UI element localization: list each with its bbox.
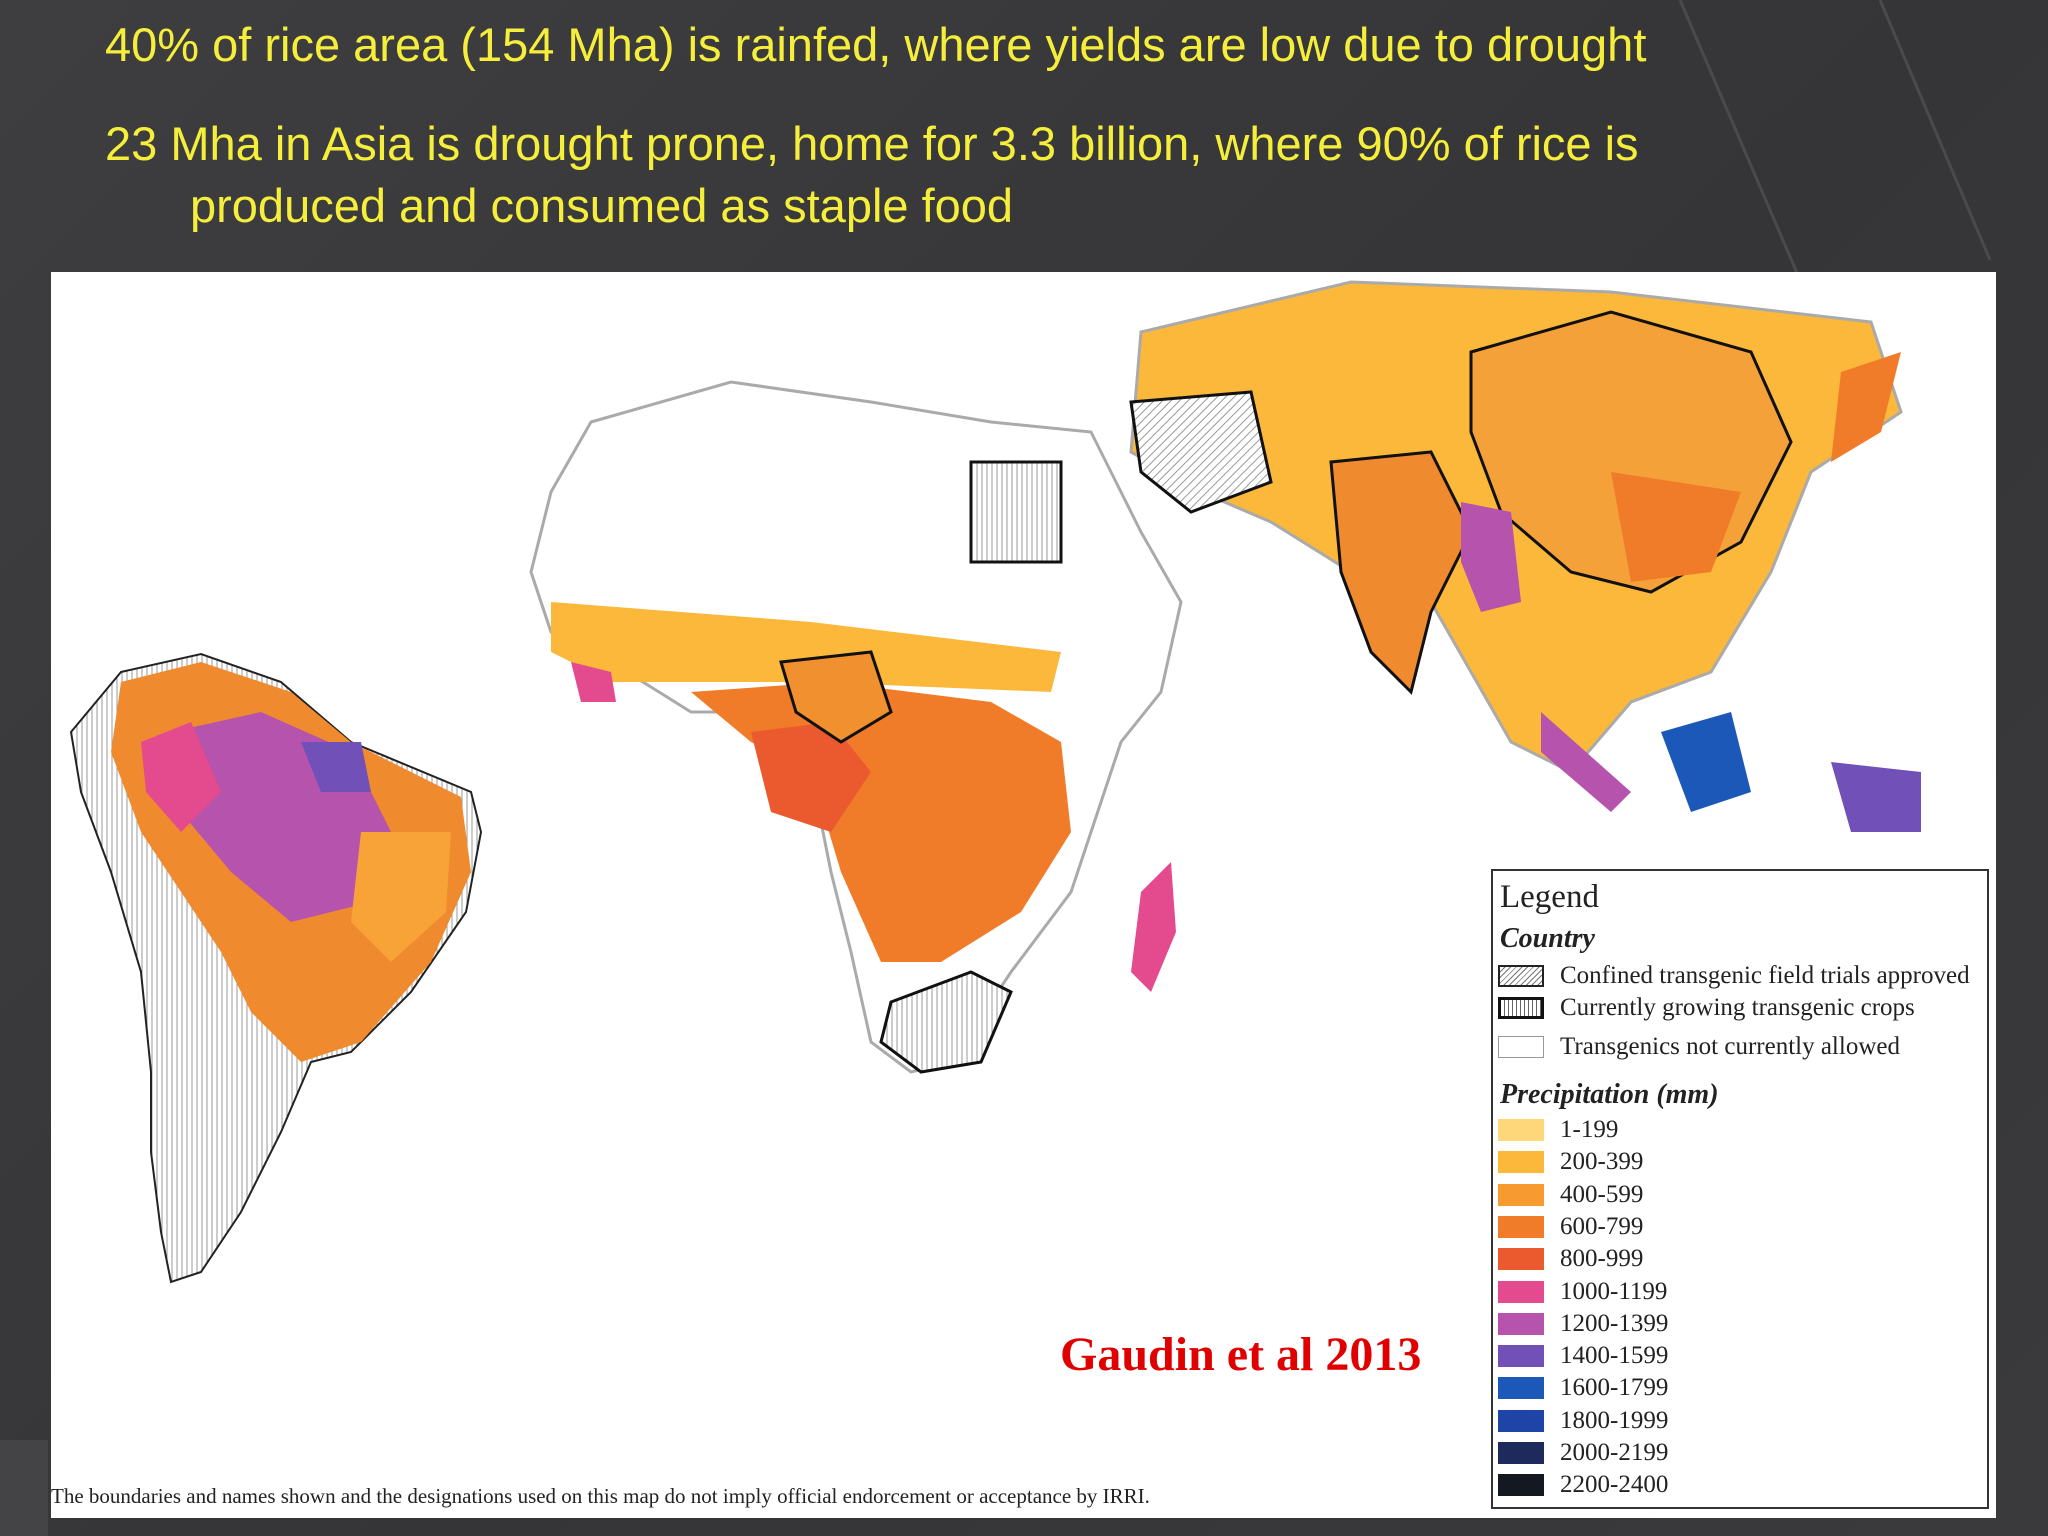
africa-congo-red [751, 722, 871, 832]
color-swatch [1498, 1215, 1544, 1238]
japan [1831, 352, 1901, 462]
legend-precip-row: 600-799 [1498, 1212, 1643, 1242]
color-swatch [1498, 1345, 1544, 1368]
legend-precip-label: 1600-1799 [1560, 1374, 1669, 1402]
legend-precip-row: 1600-1799 [1498, 1373, 1668, 1403]
color-swatch [1498, 1119, 1544, 1141]
world-map [69, 280, 1921, 1284]
color-swatch [1498, 1409, 1544, 1432]
legend-precip-label: 2200-2400 [1560, 1471, 1669, 1499]
legend-precip-label: 800-999 [1560, 1245, 1644, 1273]
precipitation-map-panel: Legend Country Confined transgenic field… [51, 272, 1996, 1518]
color-swatch [1498, 1442, 1544, 1464]
legend-precip-row: 1400-1599 [1498, 1341, 1668, 1371]
color-swatch [1498, 1248, 1544, 1271]
south-america [69, 652, 483, 1284]
legend-precip-row: 400-599 [1498, 1180, 1643, 1210]
egypt [969, 460, 1063, 564]
legend-item-growing-transgenic: Currently growing transgenic crops [1498, 993, 1915, 1023]
legend-precip-label: 2000-2199 [1560, 1439, 1669, 1466]
legend-precip-row: 2200-2400 [1498, 1470, 1668, 1500]
sa-precip-violet [301, 742, 371, 792]
legend-precip-row: 1-199 [1498, 1115, 1618, 1145]
africa-west-pink [571, 662, 616, 702]
legend-precip-label: 1200-1399 [1560, 1309, 1669, 1337]
legend-precip-label: 200-399 [1560, 1148, 1644, 1176]
asia [1129, 280, 1921, 832]
citation: Gaudin et al 2013 [1060, 1328, 1422, 1381]
legend-title: Legend [1500, 879, 1599, 915]
legend-precip-label: 1000-1199 [1560, 1277, 1668, 1305]
legend-precip-label: 1400-1599 [1560, 1342, 1669, 1370]
india [1329, 450, 1473, 695]
color-swatch [1498, 1474, 1544, 1497]
bangladesh-myanmar [1461, 502, 1521, 612]
africa [529, 380, 1183, 1074]
sa-precip-yellow [351, 832, 451, 962]
disclaimer: The boundaries and names shown and the d… [51, 1484, 1150, 1508]
heading-line-1: 23 Mha in Asia is drought prone, home fo… [105, 117, 1639, 170]
south-africa [879, 970, 1013, 1074]
legend-precip-label: 1800-1999 [1560, 1406, 1669, 1434]
nigeria [779, 650, 893, 744]
sumatra [1541, 712, 1631, 812]
color-swatch [1498, 1280, 1544, 1303]
legend-precip-row: 200-399 [1498, 1147, 1643, 1177]
borneo [1661, 712, 1751, 812]
legend-item-confined-trials: Confined transgenic field trials approve… [1498, 961, 1970, 991]
legend-precip-row: 800-999 [1498, 1244, 1643, 1274]
color-swatch [1498, 1183, 1544, 1206]
legend-precip-row: 2000-2199 [1498, 1438, 1668, 1468]
slide-heading-asia: 23 Mha in Asia is drought prone, home fo… [105, 113, 1805, 237]
blank-swatch [1498, 1036, 1544, 1058]
color-swatch [1498, 1151, 1544, 1174]
hatch-swatch [1498, 997, 1544, 1019]
madagascar [1131, 862, 1176, 992]
sa-precip-pink [141, 722, 221, 832]
legend-precip-row: 1000-1199 [1498, 1277, 1667, 1307]
south-china-deep [1611, 472, 1741, 582]
color-swatch [1498, 1312, 1544, 1335]
legend-precip-label: 400-599 [1560, 1180, 1644, 1208]
color-swatch [1498, 1377, 1544, 1400]
papua [1831, 762, 1921, 832]
legend-item-label: Confined transgenic field trials approve… [1560, 962, 1970, 989]
heading-line-2: produced and consumed as staple food [190, 179, 1014, 232]
africa-sahel-band [551, 602, 1061, 692]
legend-precip-title: Precipitation (mm) [1500, 1079, 1719, 1110]
legend-item-label: Currently growing transgenic crops [1560, 994, 1915, 1021]
legend-precip-row: 1800-1999 [1498, 1406, 1668, 1436]
legend-precip-label: 1-199 [1560, 1116, 1619, 1143]
legend-precip-row: 1200-1399 [1498, 1309, 1668, 1339]
iran-hatched [1129, 390, 1273, 514]
legend-item-label: Transgenics not currently allowed [1560, 1033, 1900, 1060]
map-legend: Legend Country Confined transgenic field… [1491, 869, 1989, 1509]
legend-country-title: Country [1500, 923, 1595, 954]
legend-item-not-allowed: Transgenics not currently allowed [1498, 1032, 1900, 1062]
legend-precip-label: 600-799 [1560, 1212, 1644, 1240]
slide-heading-rainfed: 40% of rice area (154 Mha) is rainfed, w… [105, 18, 1647, 71]
hatch-swatch [1498, 965, 1544, 987]
